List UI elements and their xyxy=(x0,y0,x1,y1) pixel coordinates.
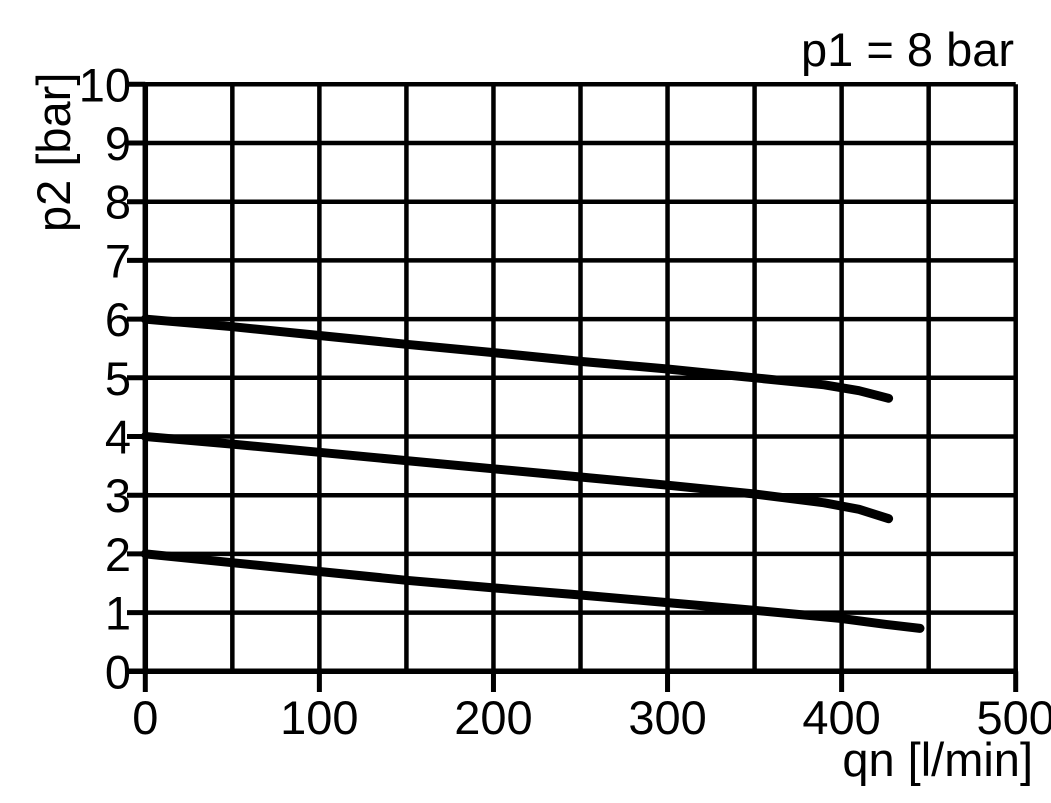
x-tick-label: 200 xyxy=(454,691,532,744)
curves xyxy=(140,314,925,633)
x-tick-labels: 0 100 200 300 400 500 xyxy=(132,691,1051,744)
y-tick-label: 6 xyxy=(105,293,131,346)
x-axis-label: qn [l/min] xyxy=(842,733,1033,786)
x-tick-label: 400 xyxy=(802,691,880,744)
x-tick-label: 0 xyxy=(132,691,158,744)
y-tick-label: 7 xyxy=(105,234,131,287)
y-tick-label: 8 xyxy=(105,176,131,229)
curve-set-pressure-4-bar xyxy=(140,432,894,524)
y-tick-label: 10 xyxy=(79,58,131,111)
y-axis-label: p2 [bar] xyxy=(27,73,80,232)
y-tick-label: 3 xyxy=(105,469,131,522)
x-tick-label: 100 xyxy=(280,691,358,744)
x-tick-label: 500 xyxy=(976,691,1051,744)
y-tick-label: 9 xyxy=(105,117,131,170)
y-tick-label: 2 xyxy=(105,528,131,581)
y-tick-label: 5 xyxy=(105,352,131,405)
curve-set-pressure-6-bar xyxy=(140,314,894,403)
y-tick-label: 1 xyxy=(105,587,131,640)
x-tick-label: 300 xyxy=(628,691,706,744)
y-tick-label: 0 xyxy=(105,645,131,698)
tick-marks xyxy=(127,81,1019,692)
y-tick-label: 4 xyxy=(105,411,131,464)
grid-lines xyxy=(145,82,1018,672)
chart-title: p1 = 8 bar xyxy=(801,23,1014,76)
curve-set-pressure-2-bar xyxy=(140,549,925,633)
